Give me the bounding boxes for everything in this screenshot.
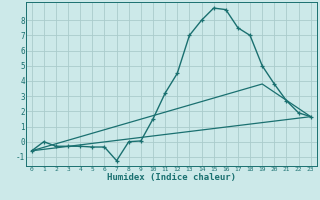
X-axis label: Humidex (Indice chaleur): Humidex (Indice chaleur)	[107, 173, 236, 182]
